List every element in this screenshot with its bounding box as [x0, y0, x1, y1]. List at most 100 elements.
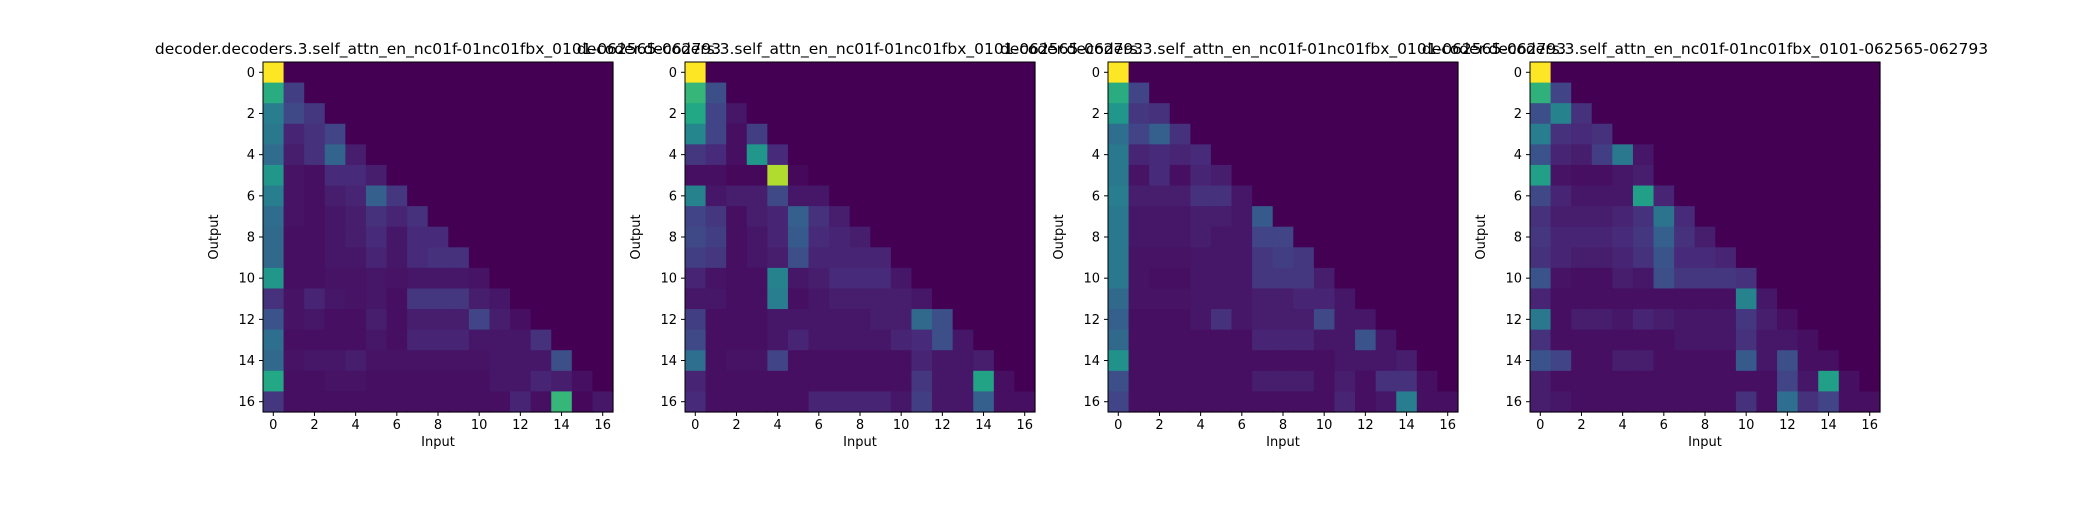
heatmap-cell [993, 185, 1016, 207]
heatmap-cell [726, 185, 748, 207]
heatmap-cell [304, 309, 326, 331]
heatmap-cell [705, 144, 727, 166]
heatmap-cell [1149, 350, 1171, 372]
heatmap-cell [1591, 309, 1613, 331]
heatmap-cell [1818, 144, 1840, 166]
heatmap-cell [1694, 329, 1716, 351]
chart-title: decoder.decoders.3.self_attn_en_nc01f-01… [1422, 40, 1988, 59]
heatmap-cell [1355, 247, 1377, 269]
heatmap-cell [849, 350, 871, 372]
heatmap-cell [746, 123, 768, 145]
x-tick-label: 8 [434, 418, 442, 433]
heatmap-cell [324, 123, 346, 145]
heatmap-cell [1653, 185, 1675, 207]
heatmap-cell [1632, 247, 1655, 269]
heatmap-cell [1437, 267, 1459, 290]
heatmap-cell [263, 144, 285, 166]
heatmap-cell [808, 267, 830, 290]
y-tick-label: 0 [1514, 66, 1522, 81]
heatmap-cell [1591, 267, 1613, 290]
heatmap-cell [1128, 267, 1150, 290]
heatmap-cell [283, 206, 305, 228]
heatmap-cell [1128, 370, 1150, 393]
y-axis-label: Output [629, 214, 644, 259]
heatmap-cell [530, 288, 552, 310]
y-tick-label: 12 [660, 313, 677, 328]
heatmap-cell [1014, 185, 1036, 207]
heatmap-cell [1416, 164, 1439, 187]
x-tick-label: 0 [269, 418, 277, 433]
y-tick-label: 16 [1505, 395, 1522, 410]
heatmap-cell [829, 185, 851, 207]
heatmap-cell [1416, 123, 1439, 145]
heatmap-cell [973, 123, 995, 145]
heatmap-cell [911, 391, 933, 413]
heatmap-cell [1190, 226, 1212, 248]
heatmap-cell [726, 144, 748, 166]
heatmap-cell [1313, 62, 1336, 84]
heatmap-cell [1632, 103, 1655, 125]
heatmap-cell [1777, 62, 1799, 84]
heatmap-cell [1293, 247, 1315, 269]
heatmap-cell [767, 309, 789, 331]
heatmap-cell [767, 82, 789, 104]
heatmap-cell [345, 164, 367, 187]
heatmap-cell [427, 391, 449, 413]
heatmap-cell [1756, 185, 1778, 207]
heatmap-cell [1190, 82, 1212, 104]
heatmap-cell [1014, 309, 1036, 331]
heatmap-cell [808, 288, 830, 310]
heatmap-cell [829, 370, 851, 393]
heatmap-cell [345, 309, 367, 331]
heatmap-cell [324, 391, 346, 413]
heatmap-cell [1128, 82, 1150, 104]
heatmap-cell [345, 82, 367, 104]
heatmap-cell [427, 164, 449, 187]
heatmap-cell [1612, 144, 1634, 166]
heatmap-cell [1756, 62, 1778, 84]
heatmap-cell [952, 309, 974, 331]
heatmap-cell [551, 267, 573, 290]
heatmap-cell [1591, 226, 1613, 248]
heatmap-cell [468, 329, 491, 351]
heatmap-cell [386, 164, 408, 187]
heatmap-cell [726, 226, 748, 248]
heatmap-cell [685, 247, 707, 269]
heatmap-cell [952, 329, 974, 351]
heatmap-cell [829, 123, 851, 145]
heatmap-cell [1231, 185, 1253, 207]
x-tick-label: 8 [1701, 418, 1709, 433]
heatmap-cell [324, 267, 346, 290]
heatmap-cell [1756, 206, 1778, 228]
heatmap-cell [263, 164, 285, 187]
heatmap-cell [1632, 185, 1655, 207]
heatmap-cell [726, 123, 748, 145]
heatmap-cell [1550, 247, 1572, 269]
heatmap-cell [1797, 206, 1819, 228]
heatmap-cell [283, 62, 305, 84]
heatmap-cell [1674, 288, 1696, 310]
heatmap-cell [849, 103, 871, 125]
heatmap-cell [530, 144, 552, 166]
heatmap-cell [1128, 309, 1150, 331]
heatmap-cell [787, 226, 810, 248]
heatmap-cell [952, 82, 974, 104]
heatmap-cell [1591, 123, 1613, 145]
heatmap-cell [1797, 309, 1819, 331]
heatmap-cell [510, 185, 532, 207]
heatmap-cell [1530, 370, 1552, 393]
heatmap-cell [1252, 144, 1274, 166]
heatmap-cell [829, 226, 851, 248]
heatmap-cell [1674, 309, 1696, 331]
heatmap-cell [1777, 185, 1799, 207]
heatmap-cell [767, 247, 789, 269]
heatmap-cell [829, 329, 851, 351]
heatmap-cell [283, 288, 305, 310]
heatmap-cell [1632, 226, 1655, 248]
heatmap-cell [1437, 370, 1459, 393]
heatmap-cell [1797, 226, 1819, 248]
heatmap-cell [685, 123, 707, 145]
heatmap-cell [1416, 370, 1439, 393]
heatmap-cell [993, 164, 1016, 187]
heatmap-panel-3: 0 2 4 6 8 10 12 14 16 0 2 4 6 8 10 12 14 16 Input Output dec… [1000, 40, 1566, 450]
